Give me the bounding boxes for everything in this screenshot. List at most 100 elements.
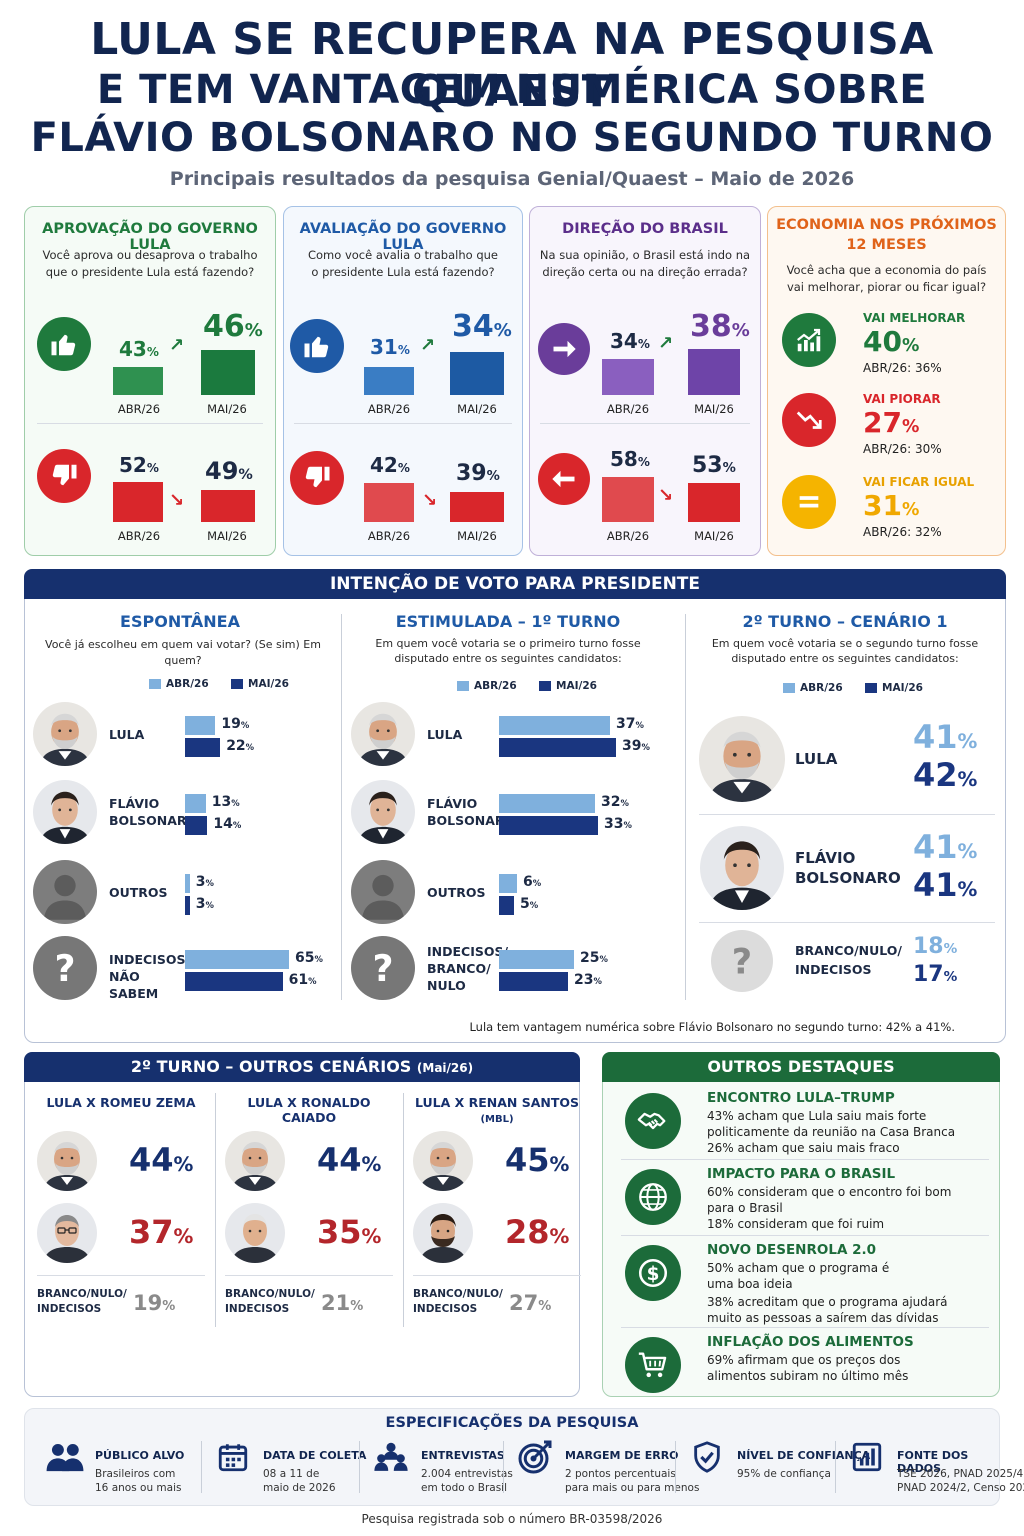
approval-neg-bar-abr (113, 482, 163, 522)
economy-better-prev: ABR/26: 36% (863, 361, 942, 375)
blank-label: BRANCO/NULO/INDECISOS (413, 1287, 503, 1317)
evaluation-pos-after: 34% (452, 309, 512, 344)
evaluation-title: AVALIAÇÃO DO GOVERNO LULA (299, 221, 507, 253)
spontaneous-title: ESPONTÂNEA (120, 612, 240, 631)
candidate-name-line: FLÁVIO (795, 849, 856, 867)
spec-line: 95% de confiança (737, 1468, 831, 1480)
direction-panel: DIREÇÃO DO BRASIL Na sua opinião, o Bras… (529, 206, 761, 556)
highlight-line: politicamente da reunião na Casa Branca (707, 1125, 956, 1139)
divider (37, 1275, 205, 1276)
spec-line: PNAD 2024/2, Censo 2022 (897, 1482, 1024, 1494)
value-mai: 3% (195, 896, 214, 912)
spontaneous-question: Você já escolheu em quem vai votar? (Se … (45, 638, 321, 667)
approval-question-2: que o presidente Lula está fazendo? (45, 265, 255, 279)
highlight-line: para o Brasil (707, 1201, 783, 1215)
direction-question-1: Na sua opinião, o Brasil está indo na (539, 248, 751, 262)
value-abr: 65% (295, 950, 323, 966)
opponent-photo (37, 1203, 97, 1263)
up-arrow-icon: ↗ (420, 335, 436, 356)
legend-mai: MAI/26 (539, 680, 597, 692)
candidate-name: INDECISOS/BRANCO/NULO (427, 943, 508, 994)
down-arrow-icon: ↘ (169, 490, 185, 511)
divider (621, 1159, 989, 1160)
divider (403, 1093, 404, 1327)
bar-mai (185, 738, 221, 757)
evaluation-pos-before: 31% (370, 335, 410, 359)
direction-neg-after: 53% (692, 453, 736, 478)
spec-title: DATA DE COLETA (263, 1449, 367, 1462)
handshake-icon (625, 1093, 681, 1149)
thumbs-up-icon (290, 319, 344, 373)
highlight-line: 69% afirmam que os preços dos (707, 1353, 901, 1367)
specs-header: ESPECIFICAÇÕES DA PESQUISA (385, 1415, 639, 1431)
divider (201, 1441, 202, 1493)
lula-photo (413, 1131, 473, 1191)
legend-mai: MAI/26 (865, 682, 923, 694)
blank-label-line: INDECISOS (225, 1303, 290, 1315)
direction-neg-label-abr: ABR/26 (606, 529, 650, 543)
bar-mai (499, 816, 598, 835)
legend-mai: MAI/26 (231, 678, 289, 690)
lula-photo (37, 1131, 97, 1191)
candidate-name-line: FLÁVIO (109, 796, 160, 811)
value-abr: 18% (913, 934, 958, 959)
svg-text:$: $ (647, 1264, 660, 1285)
candidate-name-line: BRANCO/ (427, 960, 491, 976)
blank-label: BRANCO/NULO/INDECISOS (37, 1287, 127, 1317)
decline-chart-icon (782, 393, 836, 447)
economy-question-1: Você acha que a economia do país (786, 263, 987, 277)
evaluation-question-2: o presidente Lula está fazendo? (311, 265, 495, 279)
spec-line: 08 a 11 de (263, 1468, 320, 1480)
right-arrow-icon (538, 323, 590, 375)
opponent-photo (413, 1203, 473, 1263)
value-abr: 41% (913, 718, 978, 756)
value-mai: 33% (604, 816, 632, 832)
shield-icon (685, 1437, 729, 1477)
down-arrow-icon: ↘ (422, 490, 438, 511)
value-mai: 41% (913, 866, 978, 904)
evaluation-pos-bar-abr (364, 367, 414, 395)
approval-title: APROVAÇÃO DO GOVERNO LULA (42, 221, 258, 253)
divider (621, 1327, 989, 1328)
divider (675, 1441, 676, 1493)
approval-panel: APROVAÇÃO DO GOVERNO LULA Você aprova ou… (24, 206, 276, 556)
blank-label-line: BRANCO/NULO/ (225, 1288, 315, 1300)
down-arrow-icon: ↘ (658, 485, 674, 506)
candidate-name-line: BOLSONARO (795, 869, 901, 887)
direction-pos-bar-mai (688, 349, 740, 395)
candidate-name: BRANCO/NULO/INDECISOS (795, 941, 905, 979)
direction-neg-bar-mai (688, 483, 740, 522)
economy-worse-prev: ABR/26: 30% (863, 442, 942, 456)
approval-neg-before: 52% (119, 453, 159, 477)
stimulated-question-2: disputado entre os seguintes candidatos: (394, 652, 622, 665)
spec-line: TSE 2026, PNAD 2025/4, (897, 1468, 1024, 1480)
title-line-1: LULA SE RECUPERA NA PESQUISA QUAEST (90, 14, 934, 117)
value-abr: 41% (913, 828, 978, 866)
blank-label-line: BRANCO/NULO/ (413, 1288, 503, 1300)
candidate-photo (33, 780, 97, 844)
calendar-icon (211, 1437, 255, 1477)
title-line-2: E TEM VANTAGEM NUMÉRICA SOBRE (96, 67, 928, 113)
candidate-name: LULA (795, 749, 905, 769)
approval-pos-before: 43% (119, 337, 159, 361)
candidate-name-line: BRANCO/NULO/ (795, 943, 902, 958)
chart-icon (845, 1437, 889, 1477)
thumbs-down-icon (37, 449, 91, 503)
divider (413, 1275, 581, 1276)
spec-line: maio de 2026 (263, 1482, 336, 1494)
highlight-line: 26% acham que saiu mais fraco (707, 1141, 900, 1155)
candidate-photo (351, 702, 415, 766)
approval-pos-label-abr: ABR/26 (117, 402, 161, 416)
scenario-title-small: (MBL) (480, 1114, 514, 1125)
candidate-name-line: FLÁVIO (427, 796, 478, 811)
economy-worse-label: VAI PIORAR (863, 392, 941, 406)
candidate-photo (700, 826, 784, 910)
value-abr: 6% (523, 874, 542, 890)
thumbs-up-icon (37, 317, 91, 371)
direction-pos-after: 38% (690, 309, 750, 344)
bar-mai (185, 972, 283, 991)
spec-title: FONTE DOS DADOS (897, 1449, 969, 1475)
candidate-name-line: LULA (109, 726, 145, 742)
direction-pos-label-mai: MAI/26 (694, 402, 734, 416)
approval-pos-after: 46% (203, 309, 263, 344)
